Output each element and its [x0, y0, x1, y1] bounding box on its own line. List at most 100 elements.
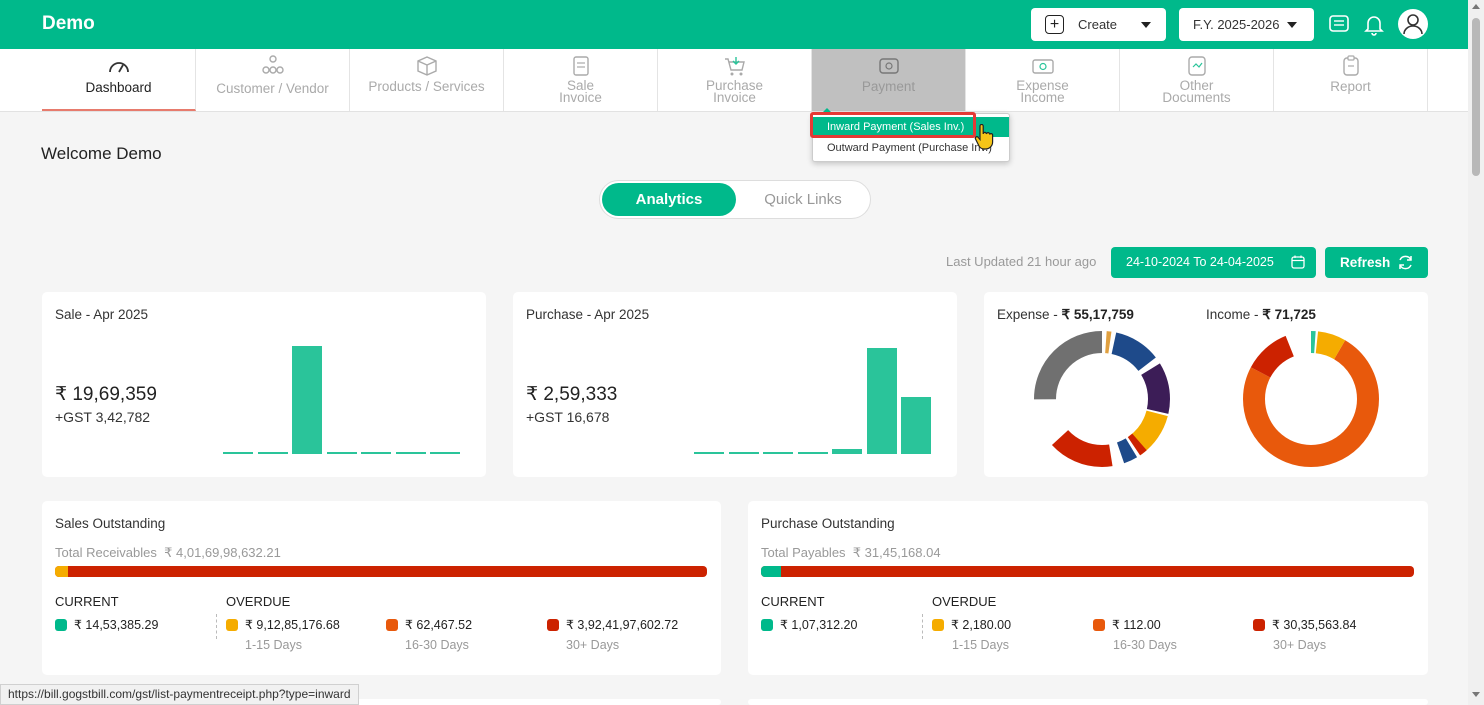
nav-dashboard[interactable]: Dashboard [42, 49, 196, 111]
purchase-card: Purchase - Apr 2025 ₹ 2,59,333 +GST 16,6… [513, 292, 957, 477]
chart-bar [797, 452, 828, 454]
welcome-heading: Welcome Demo [41, 144, 162, 163]
progress-current-segment [761, 566, 781, 577]
total-payables: Total Payables ₹ 31,45,168.04 [761, 545, 941, 560]
chart-bar [223, 452, 253, 454]
chart-bar [694, 452, 724, 454]
legend-16-30-days: ₹ 112.00 [1093, 617, 1161, 632]
current-label: CURRENT [761, 594, 825, 609]
chart-bar [728, 452, 759, 454]
days-30-plus: 30+ Days [1273, 638, 1327, 652]
sales-outstanding-card: Sales Outstanding Total Receivables ₹ 4,… [42, 501, 721, 675]
chart-bar [430, 452, 460, 454]
expense-donut-chart [1034, 331, 1170, 467]
chart-bar [763, 452, 793, 454]
sale-gst: +GST 3,42,782 [55, 409, 151, 425]
legend-current: ₹ 1,07,312.20 [761, 617, 857, 632]
purchase-amount: ₹ 2,59,333 [526, 384, 618, 405]
document-icon [1187, 56, 1206, 76]
user-icon[interactable] [1397, 8, 1429, 40]
total-receivables: Total Receivables ₹ 4,01,69,98,632.21 [55, 545, 281, 560]
expense-title: Expense - ₹ 55,17,759 [997, 307, 1134, 322]
nav-label: Purchase Invoice [705, 78, 764, 105]
lower-card-right [748, 699, 1428, 705]
legend-1-15-days: ₹ 2,180.00 [932, 617, 1011, 632]
purchase-card-title: Purchase - Apr 2025 [526, 307, 650, 322]
money-icon [1031, 59, 1054, 74]
tab-analytics[interactable]: Analytics [602, 183, 736, 216]
fy-label: F.Y. 2025-2026 [1193, 17, 1280, 32]
refresh-label: Refresh [1340, 255, 1391, 270]
chevron-down-icon [1287, 22, 1297, 28]
menu-item-inward-payment[interactable]: Inward Payment (Sales Inv.) [813, 117, 1009, 137]
nav-label: Payment [861, 79, 916, 94]
calendar-icon [1291, 255, 1305, 269]
nav-customer-vendor[interactable]: Customer / Vendor [196, 49, 350, 111]
sale-amount: ₹ 19,69,359 [55, 384, 157, 405]
brand-title[interactable]: Demo [42, 13, 95, 34]
nav-purchase-invoice[interactable]: Purchase Invoice [658, 49, 812, 111]
tab-quick-links[interactable]: Quick Links [764, 191, 842, 208]
nav-products-services[interactable]: Products / Services [350, 49, 504, 111]
chevron-down-icon [1141, 22, 1151, 28]
date-range-picker[interactable]: 24-10-2024 To 24-04-2025 [1111, 247, 1316, 278]
chart-bar [292, 346, 322, 454]
nav-other-documents[interactable]: Other Documents [1120, 49, 1274, 111]
legend-30-plus-days: ₹ 3,92,41,97,602.72 [547, 617, 678, 632]
chat-icon[interactable] [1327, 12, 1351, 36]
nav-label: Dashboard [85, 80, 152, 95]
refresh-button[interactable]: Refresh [1325, 247, 1428, 278]
scrollbar-thumb[interactable] [1472, 18, 1480, 176]
income-donut-chart [1243, 331, 1379, 467]
nav-label: Expense Income [1016, 78, 1069, 105]
overdue-label: OVERDUE [226, 594, 291, 609]
overdue-label: OVERDUE [932, 594, 997, 609]
legend-16-30-days: ₹ 62,467.52 [386, 617, 472, 632]
legend-current: ₹ 14,53,385.29 [55, 617, 158, 632]
chart-bar [832, 449, 862, 454]
lower-card-left [42, 699, 721, 705]
sale-card: Sale - Apr 2025 ₹ 19,69,359 +GST 3,42,78… [42, 292, 486, 477]
nav-label: Report [1330, 79, 1371, 94]
nav-label: Products / Services [368, 79, 485, 94]
receivables-progress-bar [55, 566, 707, 577]
hand-cursor-icon [974, 124, 994, 150]
chart-bar [326, 452, 357, 454]
days-30-plus: 30+ Days [566, 638, 620, 652]
scroll-down-icon[interactable] [1472, 692, 1480, 697]
top-bar: Demo + Create F.Y. 2025-2026 [0, 0, 1468, 49]
box-icon [416, 56, 437, 76]
menu-item-outward-payment[interactable]: Outward Payment (Purchase Inv.) [827, 142, 992, 154]
chart-bar [257, 452, 288, 454]
days-16-30: 16-30 Days [1113, 638, 1177, 652]
nav-label: Sale Invoice [559, 78, 602, 105]
create-button[interactable]: + Create [1031, 8, 1166, 41]
status-bar-url: https://bill.gogstbill.com/gst/list-paym… [0, 684, 359, 705]
legend-30-plus-days: ₹ 30,35,563.84 [1253, 617, 1356, 632]
current-label: CURRENT [55, 594, 119, 609]
purchase-gst: +GST 16,678 [526, 409, 610, 425]
payables-progress-bar [761, 566, 1414, 577]
sale-card-title: Sale - Apr 2025 [55, 307, 149, 322]
chart-bar [901, 397, 931, 454]
main-nav: Dashboard Customer / Vendor Products / S… [0, 49, 1468, 112]
plus-icon: + [1045, 15, 1064, 34]
progress-overdue-segment [55, 566, 68, 577]
days-1-15: 1-15 Days [245, 638, 302, 652]
chart-bar [395, 452, 426, 454]
legend-1-15-days: ₹ 9,12,85,176.68 [226, 617, 340, 632]
nav-sale-invoice[interactable]: Sale Invoice [504, 49, 658, 111]
scroll-up-icon[interactable] [1472, 4, 1480, 9]
financial-year-select[interactable]: F.Y. 2025-2026 [1179, 8, 1314, 41]
divider [922, 614, 923, 639]
cart-icon [724, 57, 745, 76]
nav-payment[interactable]: Payment [812, 49, 966, 111]
nav-report[interactable]: Report [1274, 49, 1428, 111]
date-range-label: 24-10-2024 To 24-04-2025 [1126, 255, 1274, 269]
vertical-scrollbar[interactable] [1468, 0, 1484, 705]
gauge-icon [108, 62, 129, 73]
nav-expense-income[interactable]: Expense Income [966, 49, 1120, 111]
create-label: Create [1078, 17, 1118, 32]
income-title: Income - ₹ 71,725 [1206, 307, 1316, 322]
bell-icon[interactable] [1362, 12, 1386, 36]
